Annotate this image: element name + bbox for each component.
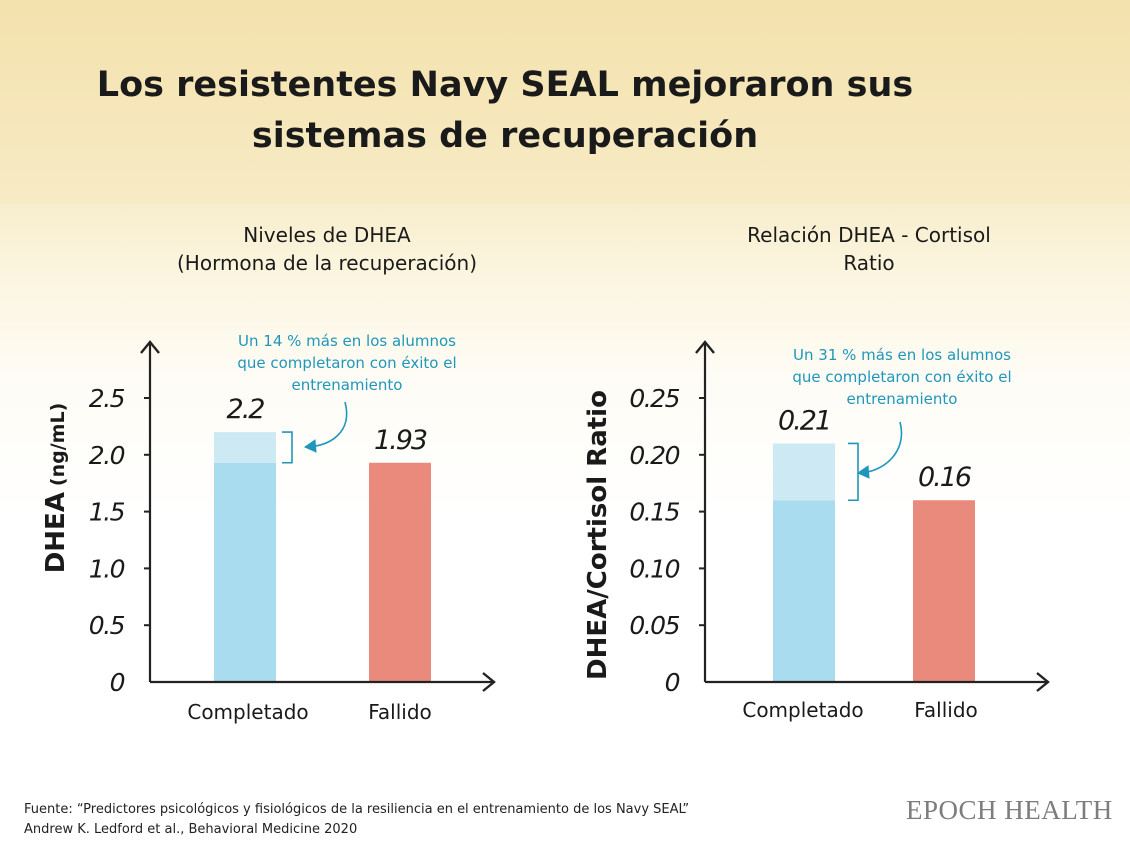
- chart1-bar-fallido: [369, 462, 431, 682]
- chart1-y-tick-label-2: 1.0: [89, 554, 125, 583]
- chart1-y-tick-label-1: 0.5: [89, 611, 125, 640]
- chart1-difference-bracket: [282, 431, 293, 464]
- chart2-annotation-line1: Un 31 % más en los alumnos: [793, 346, 1011, 364]
- chart1-title-line1: Niveles de DHEA: [243, 223, 411, 247]
- chart2-category-label-0: Completado: [742, 698, 863, 722]
- chart1-annotation-line2: que completaron con éxito el: [237, 354, 456, 372]
- chart2-annotation-arrow: [857, 421, 903, 474]
- chart2-y-axis-label-main: DHEA/Cortisol Ratio: [583, 390, 613, 680]
- chart1-bar-completado-difference: [214, 432, 276, 463]
- brand-logo: EPOCH HEALTH: [906, 795, 1113, 825]
- chart1-y-axis-label-main: DHEA: [41, 492, 71, 573]
- chart2-category-label-1: Fallido: [914, 698, 978, 722]
- chart2-value-label-fallido: 0.16: [918, 462, 971, 493]
- chart1-y-tick-label-3: 1.5: [89, 498, 125, 527]
- chart1-y-tick-label-0: 0: [110, 668, 125, 697]
- chart2-bar-fallido: [913, 500, 975, 682]
- chart2-bar-completado: [773, 500, 835, 682]
- source-line-1: Fuente: “Predictores psicológicos y fisi…: [24, 802, 690, 817]
- chart1-x-axis-arrow: [482, 672, 496, 692]
- chart1-annotation-line3: entrenamiento: [292, 376, 403, 394]
- chart2-y-tick-label-4: 0.20: [629, 441, 679, 470]
- chart2-y-tick-label-5: 0.25: [629, 384, 679, 413]
- chart1-y-tick-label-4: 2.0: [89, 441, 125, 470]
- chart1-y-axis-label: DHEA (ng/mL): [41, 403, 71, 574]
- chart1-value-label-completado: 2.2: [227, 394, 265, 425]
- chart2-bar-completado-difference: [773, 443, 835, 501]
- chart2-difference-bracket: [848, 442, 859, 502]
- chart1-category-label-0: Completado: [187, 700, 308, 724]
- source-note: Fuente: “Predictores psicológicos y fisi…: [24, 800, 689, 840]
- charts-canvas: Niveles de DHEA (Hormona de la recuperaci…: [41, 223, 1050, 724]
- chart2-annotation-line2: que completaron con éxito el: [792, 368, 1011, 386]
- chart2-title-line2: Ratio: [843, 251, 894, 275]
- chart2-value-label-completado: 0.21: [778, 405, 830, 436]
- page-title-line2: sistemas de recuperación: [251, 116, 759, 156]
- chart1-annotation-arrowhead: [303, 439, 317, 453]
- chart1-annotation-line1: Un 14 % más en los alumnos: [238, 332, 456, 350]
- page-title-line1: Los resistentes Navy SEAL mejoraron sus: [96, 65, 914, 105]
- chart2-title-line1: Relación DHEA - Cortisol: [747, 223, 991, 247]
- chart2-y-axis-arrow: [695, 340, 715, 354]
- page-title: Los resistentes Navy SEAL mejoraron sus …: [60, 60, 950, 162]
- source-line-2: Andrew K. Ledford et al., Behavioral Med…: [24, 822, 358, 837]
- chart1-y-axis-arrow: [140, 340, 160, 354]
- chart1-y-axis-label-unit: (ng/mL): [47, 403, 69, 486]
- chart1-value-label-fallido: 1.93: [374, 425, 427, 456]
- chart2-annotation-arrowhead: [856, 465, 870, 479]
- chart2-y-tick-label-1: 0.05: [629, 611, 679, 640]
- chart2-y-tick-label-3: 0.15: [629, 498, 679, 527]
- chart1-bar-completado: [214, 462, 276, 682]
- chart1-category-label-1: Fallido: [368, 700, 432, 724]
- header-band: [0, 0, 1130, 204]
- chart2-x-axis-arrow: [1036, 672, 1050, 692]
- chart2-y-tick-label-2: 0.10: [629, 554, 679, 583]
- chart1-title-line2: (Hormona de la recuperación): [177, 251, 477, 275]
- chart1-annotation-arrow: [304, 401, 348, 448]
- chart2-annotation-line3: entrenamiento: [847, 390, 958, 408]
- chart1-y-tick-label-5: 2.5: [89, 384, 125, 413]
- chart2-y-axis-label: DHEA/Cortisol Ratio: [583, 390, 613, 680]
- chart2-y-tick-label-0: 0: [665, 668, 680, 697]
